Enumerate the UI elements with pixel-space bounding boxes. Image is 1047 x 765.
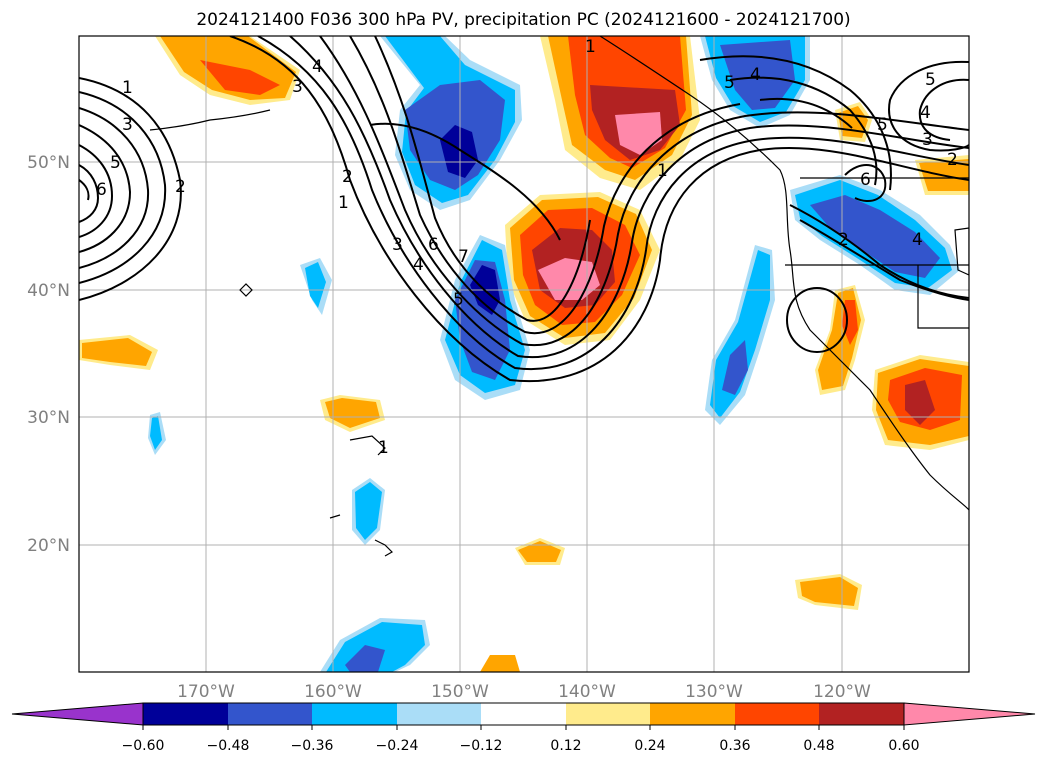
colorbar-swatch [819,703,904,725]
lon-label-170w: 170°W [177,682,235,702]
contour-label: 5 [925,70,936,90]
lon-label-150w: 150°W [431,682,489,702]
map-frame [78,35,970,673]
colorbar-swatch [228,703,312,725]
lon-label-140w: 140°W [558,682,616,702]
colorbar-swatch [650,703,735,725]
contour-label: 5 [110,153,121,173]
contour-label: 4 [312,57,323,77]
pv-contours [79,36,969,383]
precip-region-scattered [79,102,969,672]
colorbar-tick-label: 0.12 [550,738,581,754]
colorbar-tick-label: −0.36 [291,738,334,754]
contour-label: 5 [724,73,735,93]
contour-label: 1 [378,438,389,458]
colorbar-tick-label: −0.48 [207,738,250,754]
colorbar-tick-label: −0.60 [122,738,165,754]
contour-label: 3 [922,130,933,150]
colorbar-swatch [312,703,397,725]
lat-label-50n: 50°N [27,153,70,173]
contour-label: 3 [292,77,303,97]
contour-label: 5 [453,290,464,310]
colorbar-swatch [481,703,566,725]
colorbar-tick-label: 0.24 [634,738,665,754]
colorbar-swatch [397,703,481,725]
contour-label: 7 [458,247,469,267]
colorbar-extend-high [903,702,1036,726]
colorbar-tick-label: 0.60 [888,738,919,754]
contour-label: 2 [947,150,958,170]
colorbar-tick-label: 0.48 [803,738,834,754]
longitude-labels: 170°W 160°W 150°W 140°W 130°W 120°W [177,682,871,702]
colorbar-frame [142,702,905,726]
colorbar-swatch [143,703,228,725]
contour-label: 3 [392,235,403,255]
contour-label: 4 [920,103,931,123]
precip-region-blue-north [380,36,522,210]
lon-label-130w: 130°W [685,682,743,702]
precip-region-central-pacific [505,192,660,345]
contour-label: 2 [838,230,849,250]
colorbar-tick-label: −0.24 [376,738,419,754]
contour-label: 6 [428,235,439,255]
contour-label: 1 [657,161,668,181]
coastlines [149,36,969,557]
lat-label-20n: 20°N [27,536,70,556]
contour-label: 2 [342,167,353,187]
contour-label: 4 [912,230,923,250]
contour-label: 6 [860,170,871,190]
contour-label: 1 [585,37,596,57]
pv-contour-labels: 1 3 5 6 2 3 4 2 1 3 4 6 7 5 1 5 4 1 5 4 … [96,37,958,458]
contour-label: 2 [175,177,186,197]
contour-label: 5 [877,115,888,135]
colorbar-swatch [566,703,650,725]
colorbar-swatch [735,703,819,725]
colorbar-extend-low [11,702,144,726]
colorbar-tick-label: −0.12 [460,738,503,754]
contour-label: 1 [122,78,133,98]
graticule [79,36,969,672]
contour-label: 6 [96,180,107,200]
map-title: 2024121400 F036 300 hPa PV, precipitatio… [196,10,851,30]
latitude-labels: 50°N 40°N 30°N 20°N [27,153,70,556]
precip-region-aleutian [155,36,300,105]
lat-label-40n: 40°N [27,281,70,301]
lat-label-30n: 30°N [27,408,70,428]
colorbar: −0.60 −0.48 −0.36 −0.24 −0.12 0.12 0.24 … [11,702,1036,754]
lon-label-160w: 160°W [304,682,362,702]
contour-label: 1 [338,193,349,213]
colorbar-tick-label: 0.36 [719,738,750,754]
contour-label: 3 [122,115,133,135]
lon-label-120w: 120°W [813,682,871,702]
contour-label: 4 [750,65,761,85]
contour-label: 4 [413,255,424,275]
